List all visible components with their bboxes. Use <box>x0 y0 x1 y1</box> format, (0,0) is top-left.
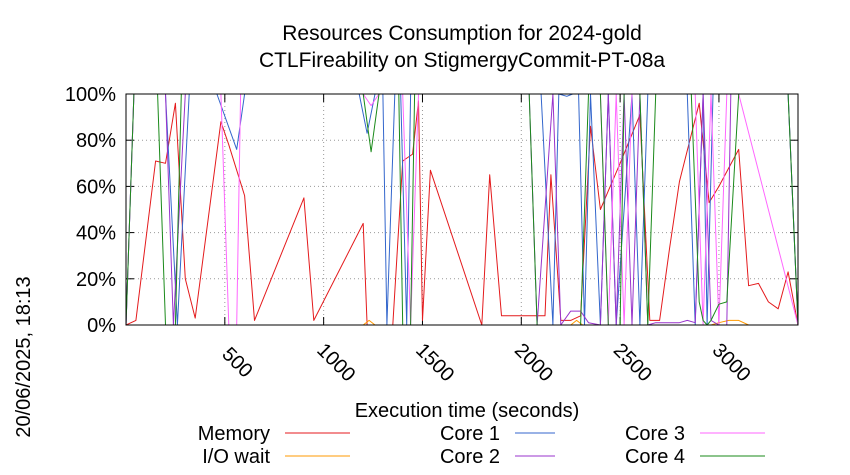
series-line-core-2 <box>125 93 799 326</box>
series-line-core-4 <box>125 93 799 326</box>
x-tick-label: 2000 <box>510 339 557 386</box>
legend-label-i-o-wait: I/O wait <box>202 446 270 468</box>
series-line-core-1 <box>125 93 799 326</box>
x-tick-label: 1500 <box>411 339 458 386</box>
y-tick-label: 100% <box>65 84 116 106</box>
y-tick-label: 40% <box>76 223 116 245</box>
grid <box>126 94 798 325</box>
chart-title-line-1: Resources Consumption for 2024-gold <box>282 22 642 45</box>
legend-label-memory: Memory <box>198 423 270 445</box>
legend-label-core-3: Core 3 <box>625 423 685 445</box>
x-tick-label: 500 <box>217 343 256 382</box>
timestamp: 20/06/2025, 18:13 <box>13 276 35 437</box>
series-line-i-o-wait <box>126 319 798 326</box>
series-line-core-3 <box>125 93 799 326</box>
x-axis-label: Execution time (seconds) <box>355 400 580 422</box>
x-tick-label: 3000 <box>708 339 755 386</box>
y-tick-label: 0% <box>87 315 116 337</box>
x-tick-label: 1000 <box>312 339 359 386</box>
series-line-memory <box>125 100 799 326</box>
y-tick-label: 80% <box>76 130 116 152</box>
chart-title-line-2: CTLFireability on StigmergyCommit-PT-08a <box>259 49 665 72</box>
y-tick-label: 20% <box>76 269 116 291</box>
x-tick-label: 2500 <box>609 339 656 386</box>
y-tick-label: 60% <box>76 176 116 198</box>
plot-frame <box>125 93 799 326</box>
legend-label-core-4: Core 4 <box>625 446 685 468</box>
legend-label-core-1: Core 1 <box>440 423 500 445</box>
series-lines <box>125 93 799 326</box>
legend-label-core-2: Core 2 <box>440 446 500 468</box>
